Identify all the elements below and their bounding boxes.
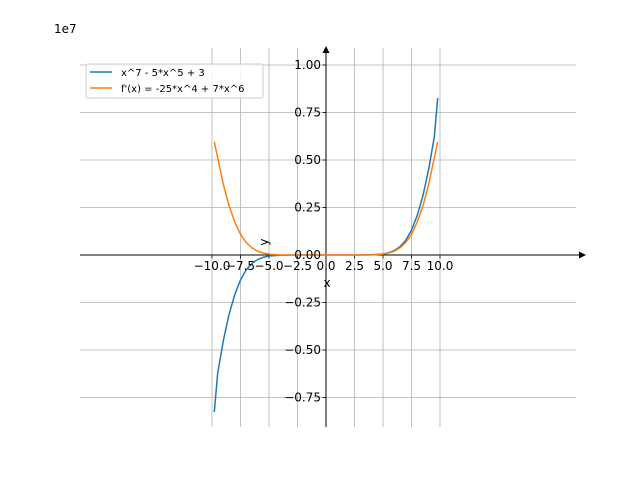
x-tick-label: 10.0 xyxy=(427,259,454,273)
y-tick-label: −0.50 xyxy=(284,343,321,357)
legend: x^7 - 5*x^5 + 3 f'(x) = -25*x^4 + 7*x^6 xyxy=(85,63,264,99)
legend-box xyxy=(85,63,264,99)
series-line-2 xyxy=(213,141,439,256)
axes xyxy=(80,46,586,427)
x-tick-label: −7.5 xyxy=(226,259,255,273)
y-tick-label: 0.00 xyxy=(294,248,321,262)
x-tick-label: −2.5 xyxy=(283,259,312,273)
y-tick-label: 0.25 xyxy=(294,201,321,215)
x-tick-label: 2.5 xyxy=(345,259,364,273)
grid xyxy=(80,48,576,427)
series-lines xyxy=(213,97,439,413)
tick-labels: −10.0−7.5 −5.0 −2.5 0.0 2.5 5.0 7.5 10.0 −0.75 −0… xyxy=(194,58,454,405)
legend-label-series-1: x^7 - 5*x^5 + 3 xyxy=(121,68,205,79)
x-axis-label: x xyxy=(323,276,330,290)
x-tick-label: 0.0 xyxy=(316,259,335,273)
legend-label-series-2: f'(x) = -25*x^4 + 7*x^6 xyxy=(121,84,244,95)
y-tick-label: −0.25 xyxy=(284,296,321,310)
x-axis-arrow xyxy=(579,251,586,259)
y-tick-label: 0.75 xyxy=(294,106,321,120)
x-tick-label: 7.5 xyxy=(402,259,421,273)
y-tick-label: −0.75 xyxy=(284,391,321,405)
offset-label: 1e7 xyxy=(54,22,77,36)
y-tick-label: 0.50 xyxy=(294,153,321,167)
y-axis-arrow xyxy=(322,46,330,53)
y-tick-label: 1.00 xyxy=(294,58,321,72)
x-tick-label: −10.0 xyxy=(194,259,231,273)
x-tick-label: −5.0 xyxy=(254,259,283,273)
y-axis-label: y xyxy=(257,238,271,245)
x-tick-label: 5.0 xyxy=(373,259,392,273)
